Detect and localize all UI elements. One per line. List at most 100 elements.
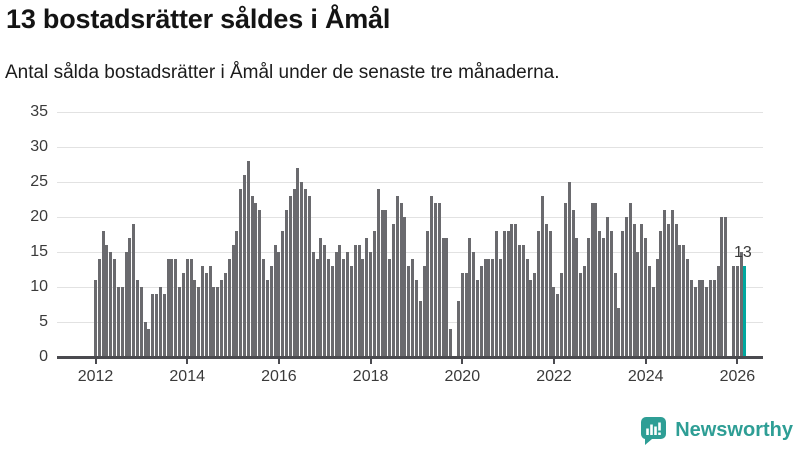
bar [384, 210, 388, 357]
bar [709, 280, 713, 357]
bar [116, 287, 120, 357]
bar [582, 266, 586, 357]
x-axis-tick [644, 358, 647, 364]
bar [655, 259, 659, 357]
bar [518, 245, 522, 357]
x-axis-tick-label: 2018 [352, 368, 389, 385]
page-title: 13 bostadsrätter såldes i Åmål [6, 4, 391, 34]
bar [391, 224, 395, 357]
x-axis-tick-label: 2014 [169, 368, 205, 385]
bar [670, 210, 674, 357]
bar [353, 245, 357, 357]
bar [155, 294, 159, 357]
bar [254, 203, 258, 357]
bar [220, 280, 224, 357]
bar [334, 252, 338, 357]
bar [109, 252, 113, 357]
bar [277, 252, 281, 357]
bar [464, 273, 468, 357]
bar [441, 238, 445, 357]
bar [628, 203, 632, 357]
bar [433, 203, 437, 357]
bar [139, 287, 143, 357]
bar [395, 196, 399, 357]
bar [216, 287, 220, 357]
bar [372, 231, 376, 357]
bar [498, 259, 502, 357]
bar [246, 161, 250, 357]
bar [319, 238, 323, 357]
x-axis-tick [186, 358, 189, 364]
bar [376, 189, 380, 357]
bar [273, 245, 277, 357]
bar [227, 259, 231, 357]
bar [460, 273, 464, 357]
bar [476, 280, 479, 357]
bar [101, 231, 105, 357]
bar [678, 245, 682, 357]
bar [311, 252, 315, 357]
bar [193, 280, 197, 357]
bar [724, 217, 728, 357]
bar [540, 196, 544, 357]
bar [185, 259, 189, 357]
bar [292, 189, 296, 357]
bar [369, 252, 373, 357]
bar [346, 252, 350, 357]
bar [437, 203, 441, 357]
bar [567, 182, 571, 357]
bar [689, 280, 693, 357]
x-axis-tick [277, 358, 280, 364]
bar [609, 231, 613, 357]
y-axis-tick-label: 15 [30, 243, 48, 260]
bar [315, 259, 319, 357]
bar [403, 217, 407, 357]
bar [128, 238, 132, 357]
x-axis-tick [736, 358, 739, 364]
bar [529, 280, 533, 357]
y-axis-tick-label: 10 [30, 278, 48, 295]
gridline [57, 252, 763, 253]
bar [735, 266, 739, 357]
bar [338, 245, 342, 357]
bar [178, 287, 182, 357]
bar [288, 196, 292, 357]
bar [651, 287, 655, 357]
x-axis-tick-label: 2016 [261, 368, 297, 385]
bar [647, 266, 651, 357]
bar [495, 231, 499, 357]
bar [143, 322, 147, 357]
gridline [57, 217, 763, 218]
bar [327, 259, 331, 357]
bar [174, 259, 178, 357]
x-axis-tick [369, 358, 372, 364]
bar [621, 231, 625, 357]
newsworthy-logo[interactable]: Newsworthy [639, 414, 793, 446]
bar [166, 259, 170, 357]
bar [136, 280, 140, 357]
bar [208, 266, 212, 357]
bar [357, 245, 361, 357]
bar [430, 196, 434, 357]
y-axis-tick-label: 0 [39, 348, 48, 365]
bar [686, 259, 690, 357]
gridline [57, 182, 763, 183]
x-axis-tick-label: 2012 [77, 368, 114, 385]
bar [667, 224, 670, 357]
bar [659, 231, 663, 357]
bar [598, 231, 602, 357]
bar [231, 245, 235, 357]
bar [94, 280, 97, 357]
bar [472, 252, 476, 357]
bar [449, 329, 453, 357]
gridline [57, 112, 763, 113]
bar [445, 238, 449, 357]
bar [701, 280, 705, 357]
bar [491, 259, 495, 357]
x-axis-tick [553, 358, 555, 364]
bar [235, 231, 239, 357]
bar [151, 294, 155, 357]
x-axis-tick-label: 2022 [536, 368, 572, 385]
bar [579, 273, 583, 357]
